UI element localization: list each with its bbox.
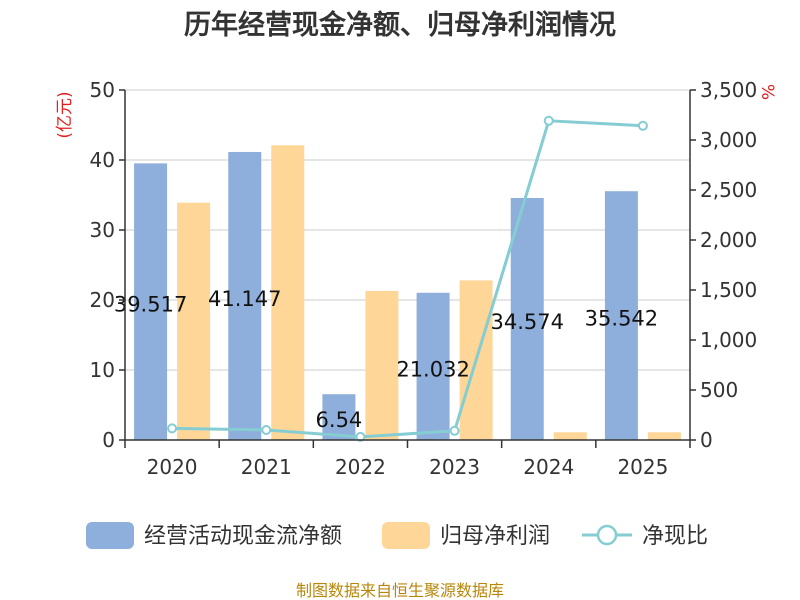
- ratio-point: [167, 423, 178, 434]
- x-tick-label: 2023: [429, 455, 480, 479]
- bar-cashflow: [228, 151, 262, 440]
- x-tick-label: 2022: [335, 455, 386, 479]
- bar-cashflow: [416, 292, 450, 440]
- source-note: 制图数据来自恒生聚源数据库: [296, 581, 504, 600]
- bar-cashflow: [604, 191, 638, 440]
- y-tick-label: 50: [90, 78, 115, 102]
- bar-net-profit: [647, 432, 681, 440]
- y2-tick-label: 1,000: [700, 328, 757, 352]
- ratio-point: [543, 115, 554, 126]
- y2-tick-label: 1,500: [700, 278, 757, 302]
- ratio-point: [261, 425, 272, 435]
- grid: [125, 89, 690, 371]
- legend-swatch-net-profit: [382, 522, 430, 549]
- data-label: 34.574: [491, 310, 564, 334]
- bars: [134, 145, 681, 441]
- chart-title: 历年经营现金净额、归母净利润情况: [184, 9, 616, 41]
- data-label: 21.032: [396, 357, 469, 381]
- y2-axis-label: %: [757, 84, 777, 100]
- legend-label-cashflow: 经营活动现金流净额: [144, 524, 342, 549]
- ratio-point: [355, 431, 366, 442]
- y-tick-label: 30: [90, 218, 115, 242]
- y-axis-label: (亿元): [55, 91, 75, 138]
- data-label: 41.147: [208, 287, 281, 311]
- bar-net-profit: [177, 202, 211, 440]
- y2-tick-label: 0: [700, 428, 713, 452]
- y2-tick-label: 2,000: [700, 228, 757, 252]
- x-tick-label: 2024: [523, 455, 574, 479]
- ratio-line: [172, 119, 643, 439]
- y2-tick-label: 500: [700, 378, 738, 402]
- bar-net-profit: [271, 145, 305, 441]
- bar-net-profit: [553, 432, 587, 440]
- data-label: 6.54: [316, 408, 363, 432]
- line-series: [167, 115, 648, 442]
- data-label: 39.517: [114, 293, 187, 317]
- data-labels: 39.517 41.147 6.54 21.032 34.574 35.542: [114, 287, 658, 432]
- bar-cashflow: [134, 163, 168, 441]
- y2-tick-label: 3,000: [700, 128, 757, 152]
- data-label: 35.542: [585, 307, 658, 331]
- x-tick-label: 2020: [147, 455, 198, 479]
- y-tick-label: 40: [90, 148, 115, 172]
- y2-tick-label: 3,500: [700, 78, 757, 102]
- y-tick-label: 20: [90, 288, 115, 312]
- y-tick-label: 0: [102, 428, 115, 452]
- x-tick-label: 2021: [241, 455, 292, 479]
- legend-swatch-cashflow: [86, 522, 134, 549]
- bar-net-profit: [365, 290, 399, 440]
- ratio-point: [637, 120, 648, 131]
- legend-label-net-profit: 归母净利润: [440, 524, 550, 549]
- ratio-point: [449, 425, 460, 436]
- y-tick-label: 10: [90, 358, 115, 382]
- x-tick-label: 2025: [617, 455, 668, 479]
- y2-tick-label: 2,500: [700, 178, 757, 202]
- legend-label-ratio: 净现比: [642, 524, 708, 549]
- legend: 经营活动现金流净额 归母净利润 净现比: [86, 522, 708, 549]
- axes: 0102030405005001,0001,5002,0002,5003,000…: [90, 78, 758, 479]
- bar-cashflow: [510, 197, 544, 440]
- bar-cashflow: [322, 394, 356, 440]
- legend-swatch-ratio-marker: [596, 524, 618, 546]
